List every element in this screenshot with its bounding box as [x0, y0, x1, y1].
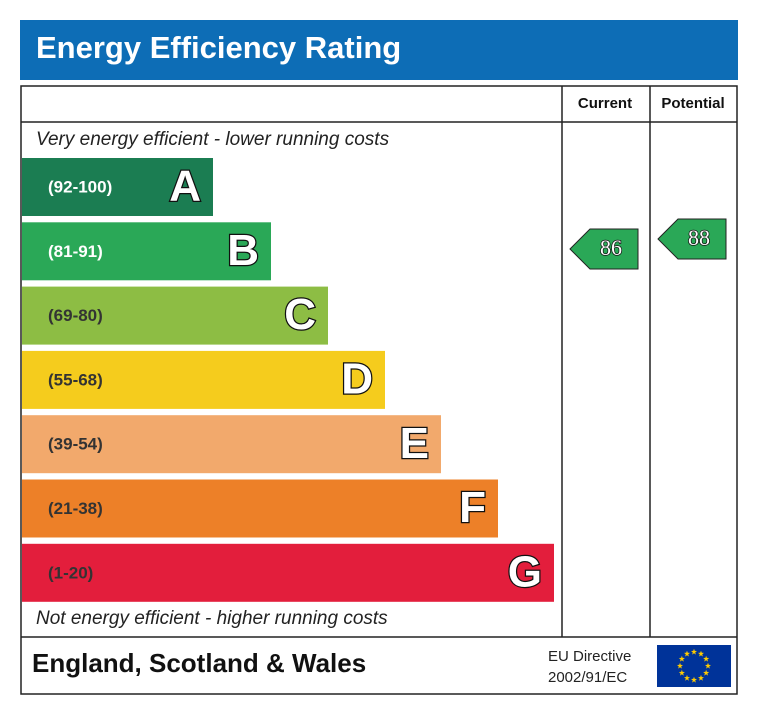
band-bar [22, 158, 213, 216]
band-bar [22, 222, 271, 281]
band-letter: A [169, 162, 201, 211]
title: Energy Efficiency Rating [36, 30, 401, 65]
star [691, 648, 697, 655]
star [691, 676, 697, 683]
header-potential: Potential [661, 95, 724, 112]
band-range: (1-20) [48, 563, 93, 582]
band-bar [22, 286, 328, 345]
header-current: Current [578, 95, 632, 112]
star [698, 650, 704, 657]
band-letter: B [227, 226, 259, 275]
star [698, 674, 704, 681]
star [705, 662, 711, 669]
title-bar [20, 20, 738, 80]
arrow-shape [569, 228, 639, 270]
band-range: (92-100) [48, 177, 112, 196]
potential-value: 88 [688, 225, 710, 250]
bands: (92-100) A (81-91) B (69-80) C (55-68) D (39-54)… [22, 158, 554, 602]
star [684, 674, 690, 681]
eu-stars [677, 648, 711, 683]
star [677, 662, 683, 669]
top-note: Very energy efficient - lower running co… [36, 129, 390, 150]
band-range: (69-80) [48, 306, 103, 325]
band-letter: G [508, 547, 542, 596]
bottom-note: Not energy efficient - higher running co… [36, 608, 388, 629]
band-bar [22, 415, 441, 474]
band-bar [22, 543, 554, 602]
star [678, 669, 685, 676]
arrow-shape [657, 218, 727, 260]
band-bar [22, 479, 498, 538]
band-letter: F [459, 483, 486, 532]
band-letter: D [341, 355, 373, 404]
band-letter: C [284, 290, 316, 339]
band-range: (39-54) [48, 435, 103, 454]
band-range: (55-68) [48, 370, 103, 389]
directive: EU Directive [548, 648, 631, 665]
directive: 2002/91/EC [548, 669, 627, 686]
star [703, 655, 710, 662]
star [678, 655, 685, 662]
band-bar [22, 350, 385, 409]
band-letter: E [400, 419, 429, 468]
potential-arrow: 88 [657, 218, 727, 260]
region: England, Scotland & Wales [32, 648, 366, 678]
star [684, 650, 690, 657]
star [703, 669, 710, 676]
current-arrow: 86 [569, 228, 639, 270]
band-range: (21-38) [48, 499, 103, 518]
band-range: (81-91) [48, 242, 103, 261]
frame [20, 85, 738, 695]
current-value: 86 [600, 235, 622, 260]
